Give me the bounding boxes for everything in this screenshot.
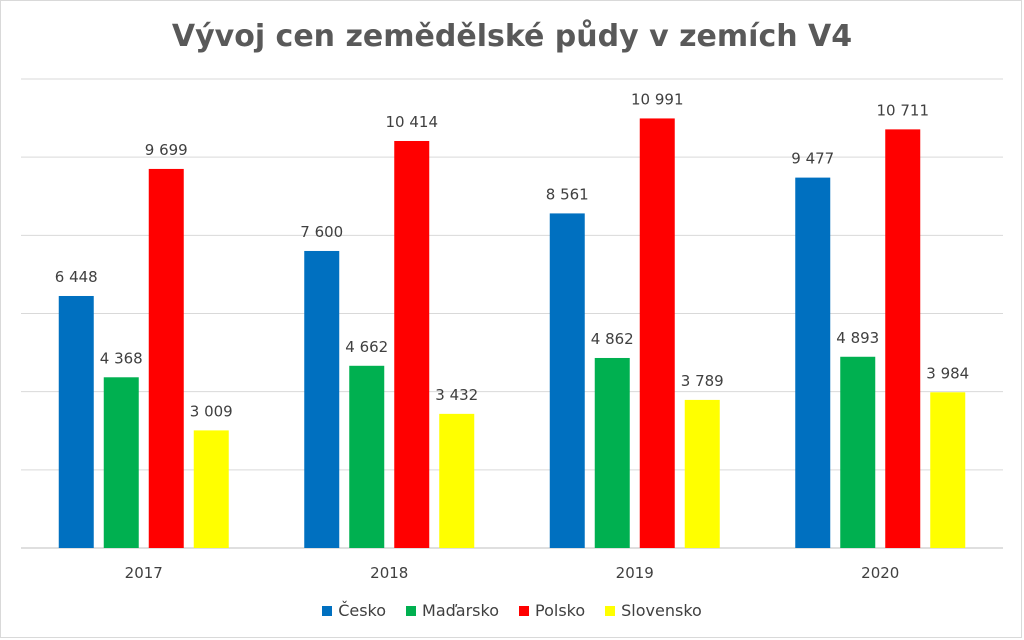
data-label: 3 984 <box>926 364 969 382</box>
bar-Polsko-2020 <box>885 129 921 548</box>
bar-Česko-2017 <box>58 295 94 548</box>
data-label: 10 711 <box>877 101 930 119</box>
legend-item: Maďarsko <box>406 601 499 620</box>
bar-Slovensko-2020 <box>930 392 966 548</box>
data-label: 10 991 <box>631 90 684 108</box>
data-label: 4 893 <box>836 329 879 347</box>
legend-label: Česko <box>338 601 387 620</box>
legend-label: Polsko <box>535 601 586 620</box>
legend-swatch <box>406 605 417 616</box>
x-tick-label: 2018 <box>370 564 408 582</box>
data-label: 3 009 <box>190 402 233 420</box>
x-tick-label: 2019 <box>616 564 654 582</box>
bar-Česko-2020 <box>795 177 831 549</box>
data-label: 4 368 <box>100 349 143 367</box>
bar-Slovensko-2019 <box>684 399 720 548</box>
legend-label: Maďarsko <box>422 601 499 620</box>
legend-swatch <box>605 605 616 616</box>
data-label: 8 561 <box>546 185 589 203</box>
bar-Česko-2018 <box>304 250 340 548</box>
bar-Polsko-2019 <box>639 118 675 548</box>
legend-swatch <box>519 605 529 616</box>
legend-swatch <box>322 605 333 616</box>
chart-plot-area: 6 448 4 368 9 699 3 009 2017 7 600 4 662 10 414… <box>21 78 1003 582</box>
bar-Maďarsko-2019 <box>594 357 630 548</box>
bar-Slovensko-2017 <box>193 430 229 548</box>
x-tick-label: 2020 <box>861 564 899 582</box>
bar-Polsko-2017 <box>148 168 184 548</box>
data-label: 6 448 <box>55 268 98 286</box>
bar-Polsko-2018 <box>394 140 430 549</box>
data-label: 4 862 <box>591 330 634 348</box>
data-label: 3 432 <box>435 386 478 404</box>
x-tick-label: 2017 <box>125 564 163 582</box>
data-label: 9 699 <box>145 141 188 159</box>
bar-Maďarsko-2018 <box>349 365 385 548</box>
data-label: 3 789 <box>681 372 724 390</box>
bar-Slovensko-2018 <box>439 413 475 548</box>
bar-Maďarsko-2017 <box>103 377 139 548</box>
chart-title: Vývoj cen zemědělské půdy v zemích V4 <box>171 19 853 54</box>
bar-Maďarsko-2020 <box>840 356 876 548</box>
data-label: 4 662 <box>345 338 388 356</box>
legend-item: Česko <box>322 601 386 620</box>
legend-label: Slovensko <box>621 601 702 620</box>
data-label: 10 414 <box>386 113 439 131</box>
legend-item: Slovensko <box>605 601 702 620</box>
legend-item: Polsko <box>519 601 585 620</box>
data-label: 7 600 <box>300 223 343 241</box>
chart-legend: Česko Maďarsko Polsko Slovensko <box>1 601 1023 620</box>
data-label: 9 477 <box>791 150 834 168</box>
bar-Česko-2019 <box>549 213 585 548</box>
